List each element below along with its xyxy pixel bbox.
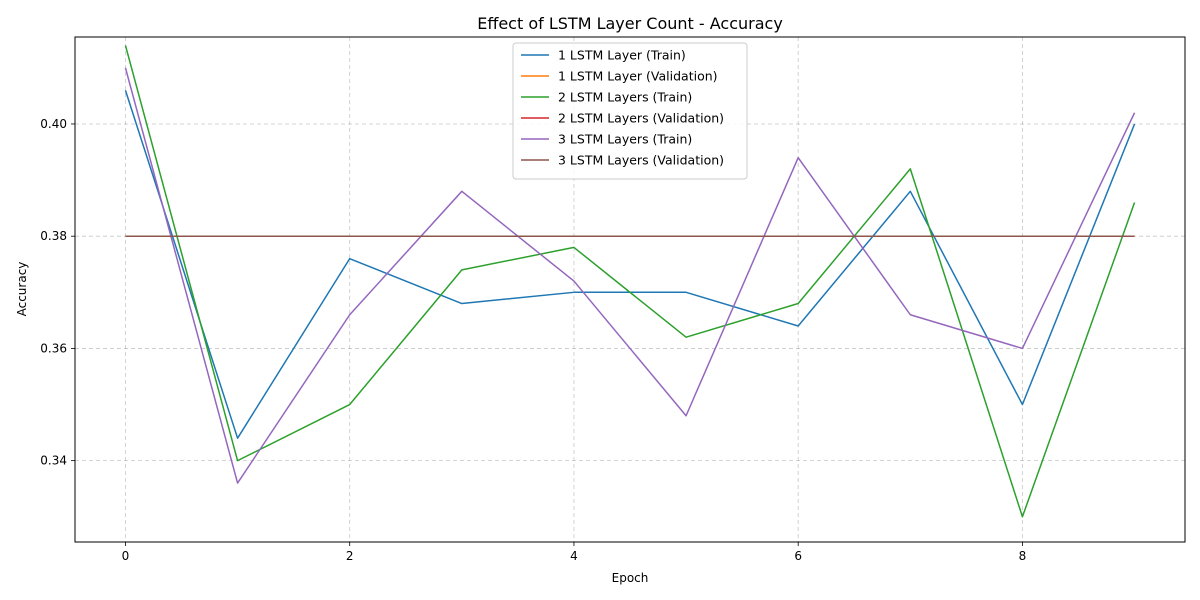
x-axis-label: Epoch [612, 571, 649, 585]
plot-frame [74, 36, 1186, 543]
legend: 1 LSTM Layer (Train) 1 LSTM Layer (Valida… [512, 42, 748, 180]
legend-entry: 1 LSTM Layer (Train) [558, 48, 686, 63]
x-tick-label: 6 [794, 549, 802, 563]
legend-entry: 2 LSTM Layers (Validation) [558, 111, 724, 126]
y-tick-label: 0.40 [40, 117, 67, 131]
x-tick-label: 8 [1019, 549, 1027, 563]
y-tick-label: 0.38 [40, 229, 67, 243]
y-tick-label: 0.36 [40, 341, 67, 355]
x-tick-label: 4 [570, 549, 578, 563]
series-line-5 [124, 67, 1136, 484]
legend-entry: 2 LSTM Layers (Train) [558, 90, 692, 105]
series-line-3 [124, 45, 1136, 518]
y-axis-label: Accuracy [15, 262, 29, 317]
chart-title: Effect of LSTM Layer Count - Accuracy [477, 14, 783, 33]
x-tick-label: 2 [346, 549, 354, 563]
y-axis: 0.34 0.36 0.38 0.40 [40, 117, 75, 468]
x-tick-label: 0 [122, 549, 130, 563]
legend-entry: 3 LSTM Layers (Validation) [558, 153, 724, 168]
legend-entry: 3 LSTM Layers (Train) [558, 132, 692, 147]
legend-entry: 1 LSTM Layer (Validation) [558, 69, 718, 84]
series-lines [124, 45, 1136, 518]
y-tick-label: 0.34 [40, 454, 67, 468]
legend-box [512, 42, 748, 180]
x-axis: 0 2 4 6 8 [122, 542, 1027, 563]
